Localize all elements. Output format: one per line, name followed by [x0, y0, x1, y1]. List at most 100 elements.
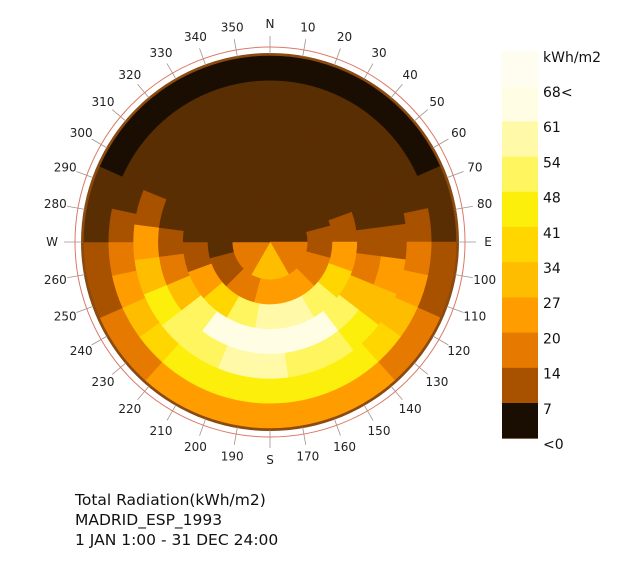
azimuth-tick	[91, 138, 108, 149]
azimuth-tick-label: 310	[92, 95, 115, 109]
azimuth-tick-label: 210	[150, 424, 173, 438]
legend-label: 34	[543, 261, 561, 277]
sky-dome	[81, 53, 459, 431]
azimuth-tick	[432, 335, 449, 346]
azimuth-tick-label: 10	[300, 20, 315, 34]
azimuth-tick-label: 250	[54, 310, 77, 324]
azimuth-tick-label: 280	[44, 197, 67, 211]
legend-label: 61	[543, 120, 561, 136]
azimuth-tick	[363, 404, 374, 421]
azimuth-tick-label: 340	[184, 30, 207, 44]
azimuth-tick	[166, 63, 177, 80]
legend-swatch	[502, 86, 538, 122]
azimuth-tick	[199, 418, 207, 436]
sky-patch	[355, 227, 382, 257]
azimuth-tick-label: 350	[221, 20, 244, 34]
legend-swatch	[502, 332, 538, 369]
legend-swatch	[502, 191, 538, 228]
legend-label: 20	[543, 331, 561, 347]
azimuth-tick	[390, 385, 403, 401]
legend-swatch	[502, 121, 538, 158]
azimuth-tick	[111, 109, 127, 122]
chart-title: Total Radiation(kWh/m2)	[75, 491, 266, 509]
legend-label: 54	[543, 155, 561, 171]
legend-label: 41	[543, 226, 561, 242]
azimuth-tick-label: 70	[467, 160, 482, 174]
azimuth-tick	[333, 48, 341, 66]
sky-patch	[251, 352, 289, 379]
legend-swatch-top	[502, 51, 538, 87]
legend-swatch	[502, 367, 538, 404]
sky-patch	[83, 241, 113, 282]
chart-caption: Total Radiation(kWh/m2) MADRID_ESP_1993 …	[75, 490, 278, 550]
legend-swatch	[502, 297, 538, 334]
sky-patch	[250, 401, 290, 429]
sky-patch	[108, 241, 137, 276]
sky-patch	[427, 202, 457, 243]
azimuth-tick-label: 190	[221, 450, 244, 464]
azimuth-tick	[455, 274, 473, 279]
azimuth-tick-label: 50	[429, 95, 444, 109]
azimuth-tick	[446, 305, 464, 313]
azimuth-tick-label: 30	[371, 46, 386, 60]
azimuth-tick-label: 130	[426, 375, 449, 389]
legend-swatch	[502, 403, 538, 439]
azimuth-ticks: 10 20 30 40 50 60 70 80 100 110 120 130 140 150 160 170…	[44, 17, 496, 467]
legend-label: 48	[543, 191, 561, 207]
azimuth-tick	[233, 39, 238, 57]
azimuth-tick-label: 110	[463, 310, 486, 324]
azimuth-tick	[91, 335, 108, 346]
sky-patch	[427, 241, 457, 282]
sky-patch	[108, 208, 137, 243]
sky-patch	[254, 302, 286, 330]
sky-patch	[403, 241, 432, 276]
azimuth-tick	[363, 63, 374, 80]
azimuth-tick	[67, 274, 85, 279]
sky-patch	[133, 223, 160, 261]
azimuth-tick-label: 200	[184, 440, 207, 454]
azimuth-tick	[302, 427, 307, 445]
azimuth-tick-label: 290	[54, 160, 77, 174]
azimuth-tick-label: 160	[333, 440, 356, 454]
azimuth-tick-label: 300	[70, 126, 93, 140]
chart-period: 1 JAN 1:00 - 31 DEC 24:00	[75, 531, 279, 549]
legend-label: <0	[543, 437, 564, 453]
sky-patch	[83, 202, 113, 243]
azimuth-tick	[76, 305, 94, 313]
azimuth-tick	[333, 418, 341, 436]
azimuth-tick	[137, 385, 150, 401]
azimuth-tick-label: 320	[118, 68, 141, 82]
azimuth-tick	[76, 171, 94, 179]
azimuth-tick-label: 40	[402, 68, 417, 82]
legend-label: 14	[543, 367, 561, 383]
legend-swatch	[502, 156, 538, 193]
sky-patch	[252, 80, 288, 107]
sky-patch	[252, 377, 288, 404]
azimuth-tick	[390, 83, 403, 99]
legend-swatch	[502, 262, 538, 298]
azimuth-tick-label: 230	[92, 375, 115, 389]
azimuth-tick	[233, 427, 238, 445]
azimuth-tick-label: 220	[118, 402, 141, 416]
sky-patch	[250, 55, 290, 83]
azimuth-tick-label: 240	[70, 344, 93, 358]
sky-patch	[158, 227, 185, 257]
azimuth-tick-label: 140	[399, 402, 422, 416]
azimuth-tick-label: 60	[451, 126, 466, 140]
azimuth-tick-label: 80	[477, 197, 492, 211]
azimuth-tick	[199, 48, 207, 66]
compass-label-n: N	[266, 17, 275, 31]
azimuth-tick	[302, 39, 307, 57]
chart-location: MADRID_ESP_1993	[75, 511, 223, 529]
sky-patch	[251, 105, 289, 132]
legend-label: 7	[543, 402, 552, 418]
compass-label-w: W	[46, 235, 58, 249]
legend-swatch	[502, 227, 538, 263]
sky-patch	[255, 130, 285, 157]
azimuth-tick	[137, 83, 150, 99]
azimuth-tick	[166, 404, 177, 421]
sky-patch	[403, 208, 432, 243]
azimuth-tick-label: 150	[368, 424, 391, 438]
azimuth-tick	[413, 362, 429, 375]
